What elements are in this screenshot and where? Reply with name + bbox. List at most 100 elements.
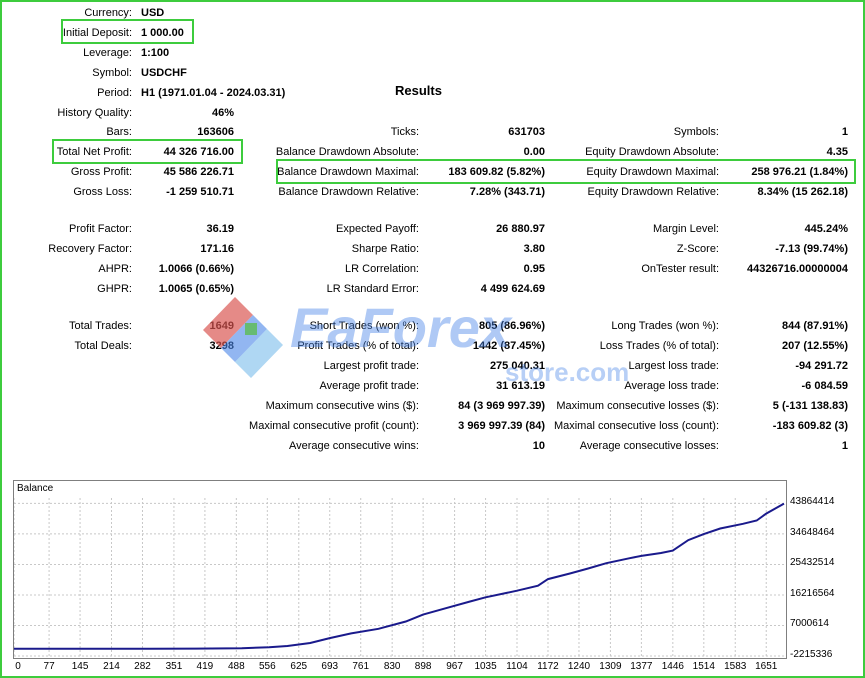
x-tick-label: 282 (134, 661, 151, 672)
balance-chart-plot (14, 498, 786, 658)
max-consecutive-losses-label: Maximum consecutive losses ($): (556, 400, 719, 412)
balance-drawdown-absolute-value: 0.00 (523, 146, 545, 158)
recovery-factor-label: Recovery Factor: (48, 243, 132, 255)
bars-value: 163606 (197, 126, 234, 138)
recovery-factor-value: 171.16 (200, 243, 234, 255)
balance-drawdown-relative-value: 7.28% (343.71) (469, 186, 545, 198)
x-tick-label: 625 (290, 661, 308, 672)
y-tick-label: 25432514 (790, 557, 835, 569)
x-tick-label: 1309 (599, 661, 622, 672)
loss-trades-value: 207 (12.55%) (781, 340, 848, 352)
balance-drawdown-relative-label: Balance Drawdown Relative: (278, 186, 419, 198)
profit-factor-label: Profit Factor: (69, 223, 132, 235)
period-label: Period: (97, 87, 132, 99)
equity-drawdown-relative-value: 8.34% (15 262.18) (757, 186, 848, 198)
x-tick-label: 214 (103, 661, 120, 672)
total-net-profit-label: Total Net Profit: (56, 146, 132, 158)
y-tick-label: 16216564 (790, 587, 835, 599)
equity-drawdown-absolute-value: 4.35 (826, 146, 848, 158)
x-tick-label: 761 (352, 661, 370, 672)
equity-drawdown-relative-label: Equity Drawdown Relative: (587, 186, 719, 198)
x-tick-label: 967 (446, 661, 463, 672)
total-trades-value: 1649 (209, 320, 234, 332)
maximal-consecutive-profit-value: 3 969 997.39 (84) (458, 420, 545, 432)
max-consecutive-wins-value: 84 (3 969 997.39) (458, 400, 545, 412)
y-tick-label: 43864414 (790, 496, 835, 508)
x-tick-label: 1446 (661, 661, 684, 672)
currency-label: Currency: (84, 7, 132, 19)
x-tick-label: 1514 (692, 661, 715, 672)
initial-deposit-value: 1 000.00 (141, 27, 184, 39)
x-tick-label: 419 (196, 661, 214, 672)
gross-profit-value: 45 586 226.71 (163, 166, 234, 178)
balance-drawdown-maximal-value: 183 609.82 (5.82%) (448, 166, 545, 178)
x-tick-label: 830 (383, 661, 401, 672)
balance-chart: Balance (13, 480, 787, 659)
history-quality-value: 46% (211, 107, 234, 119)
x-tick-label: 1583 (724, 661, 747, 672)
balance-drawdown-maximal-label: Balance Drawdown Maximal: (277, 166, 419, 178)
x-tick-label: 0 (15, 661, 21, 672)
margin-level-value: 445.24% (804, 223, 848, 235)
results-title: Results (395, 83, 442, 98)
equity-drawdown-absolute-label: Equity Drawdown Absolute: (585, 146, 719, 158)
total-trades-label: Total Trades: (69, 320, 132, 332)
max-consecutive-losses-value: 5 (-131 138.83) (772, 400, 848, 412)
ghpr-value: 1.0065 (0.65%) (158, 283, 234, 295)
equity-drawdown-maximal-value: 258 976.21 (1.84%) (751, 166, 848, 178)
x-tick-label: 77 (43, 661, 55, 672)
profit-factor-value: 36.19 (206, 223, 234, 235)
average-consecutive-wins-label: Average consecutive wins: (288, 440, 419, 452)
ontester-result-value: 44326716.00000004 (747, 263, 848, 275)
average-consecutive-wins-value: 10 (532, 440, 545, 452)
short-trades-label: Short Trades (won %): (309, 320, 419, 332)
x-tick-label: 1172 (537, 661, 559, 672)
gross-profit-label: Gross Profit: (70, 166, 132, 178)
x-tick-label: 1240 (567, 661, 591, 672)
leverage-value: 1:100 (141, 47, 170, 59)
average-consecutive-losses-label: Average consecutive losses: (579, 440, 719, 452)
expected-payoff-label: Expected Payoff: (336, 223, 419, 235)
margin-level-label: Margin Level: (652, 223, 719, 235)
total-deals-label: Total Deals: (74, 340, 132, 352)
currency-value: USD (141, 7, 165, 19)
largest-loss-trade-label: Largest loss trade: (628, 360, 720, 372)
total-net-profit-value: 44 326 716.00 (163, 146, 234, 158)
average-loss-trade-label: Average loss trade: (624, 380, 719, 392)
sharpe-ratio-label: Sharpe Ratio: (351, 243, 419, 255)
max-consecutive-wins-label: Maximum consecutive wins ($): (265, 400, 419, 412)
period-value: H1 (1971.01.04 - 2024.03.31) (141, 87, 286, 99)
initial-deposit-highlight (61, 19, 194, 44)
x-tick-label: 1651 (755, 661, 778, 672)
x-tick-label: 556 (258, 661, 276, 672)
profit-trades-label: Profit Trades (% of total): (297, 340, 419, 352)
average-profit-trade-label: Average profit trade: (319, 380, 419, 392)
x-tick-label: 351 (165, 661, 183, 672)
largest-loss-trade-value: -94 291.72 (795, 360, 848, 372)
maximal-consecutive-loss-value: -183 609.82 (3) (772, 420, 848, 432)
profit-trades-value: 1442 (87.45%) (472, 340, 545, 352)
x-tick-label: 1104 (506, 661, 528, 672)
x-tick-label: 1377 (630, 661, 653, 672)
sharpe-ratio-value: 3.80 (523, 243, 545, 255)
ontester-result-label: OnTester result: (641, 263, 719, 275)
z-score-label: Z-Score: (676, 243, 719, 255)
short-trades-value: 805 (86.96%) (478, 320, 545, 332)
maximal-consecutive-loss-label: Maximal consecutive loss (count): (553, 420, 719, 432)
balance-line (14, 502, 785, 650)
largest-profit-trade-value: 275 040.31 (489, 360, 545, 372)
lr-standard-error-value: 4 499 624.69 (480, 283, 545, 295)
y-tick-label: 7000614 (790, 618, 829, 630)
equity-drawdown-maximal-label: Equity Drawdown Maximal: (586, 166, 719, 178)
bars-label: Bars: (106, 126, 132, 138)
history-quality-label: History Quality: (57, 107, 132, 119)
maximal-consecutive-profit-label: Maximal consecutive profit (count): (249, 420, 419, 432)
total-net-profit-highlight (52, 139, 243, 164)
ticks-label: Ticks: (390, 126, 419, 138)
x-tick-label: 693 (321, 661, 339, 672)
lr-correlation-label: LR Correlation: (345, 263, 419, 275)
y-tick-label: -2215336 (790, 649, 833, 660)
symbols-value: 1 (841, 126, 848, 138)
symbols-label: Symbols: (673, 126, 719, 138)
x-tick-label: 898 (414, 661, 432, 672)
